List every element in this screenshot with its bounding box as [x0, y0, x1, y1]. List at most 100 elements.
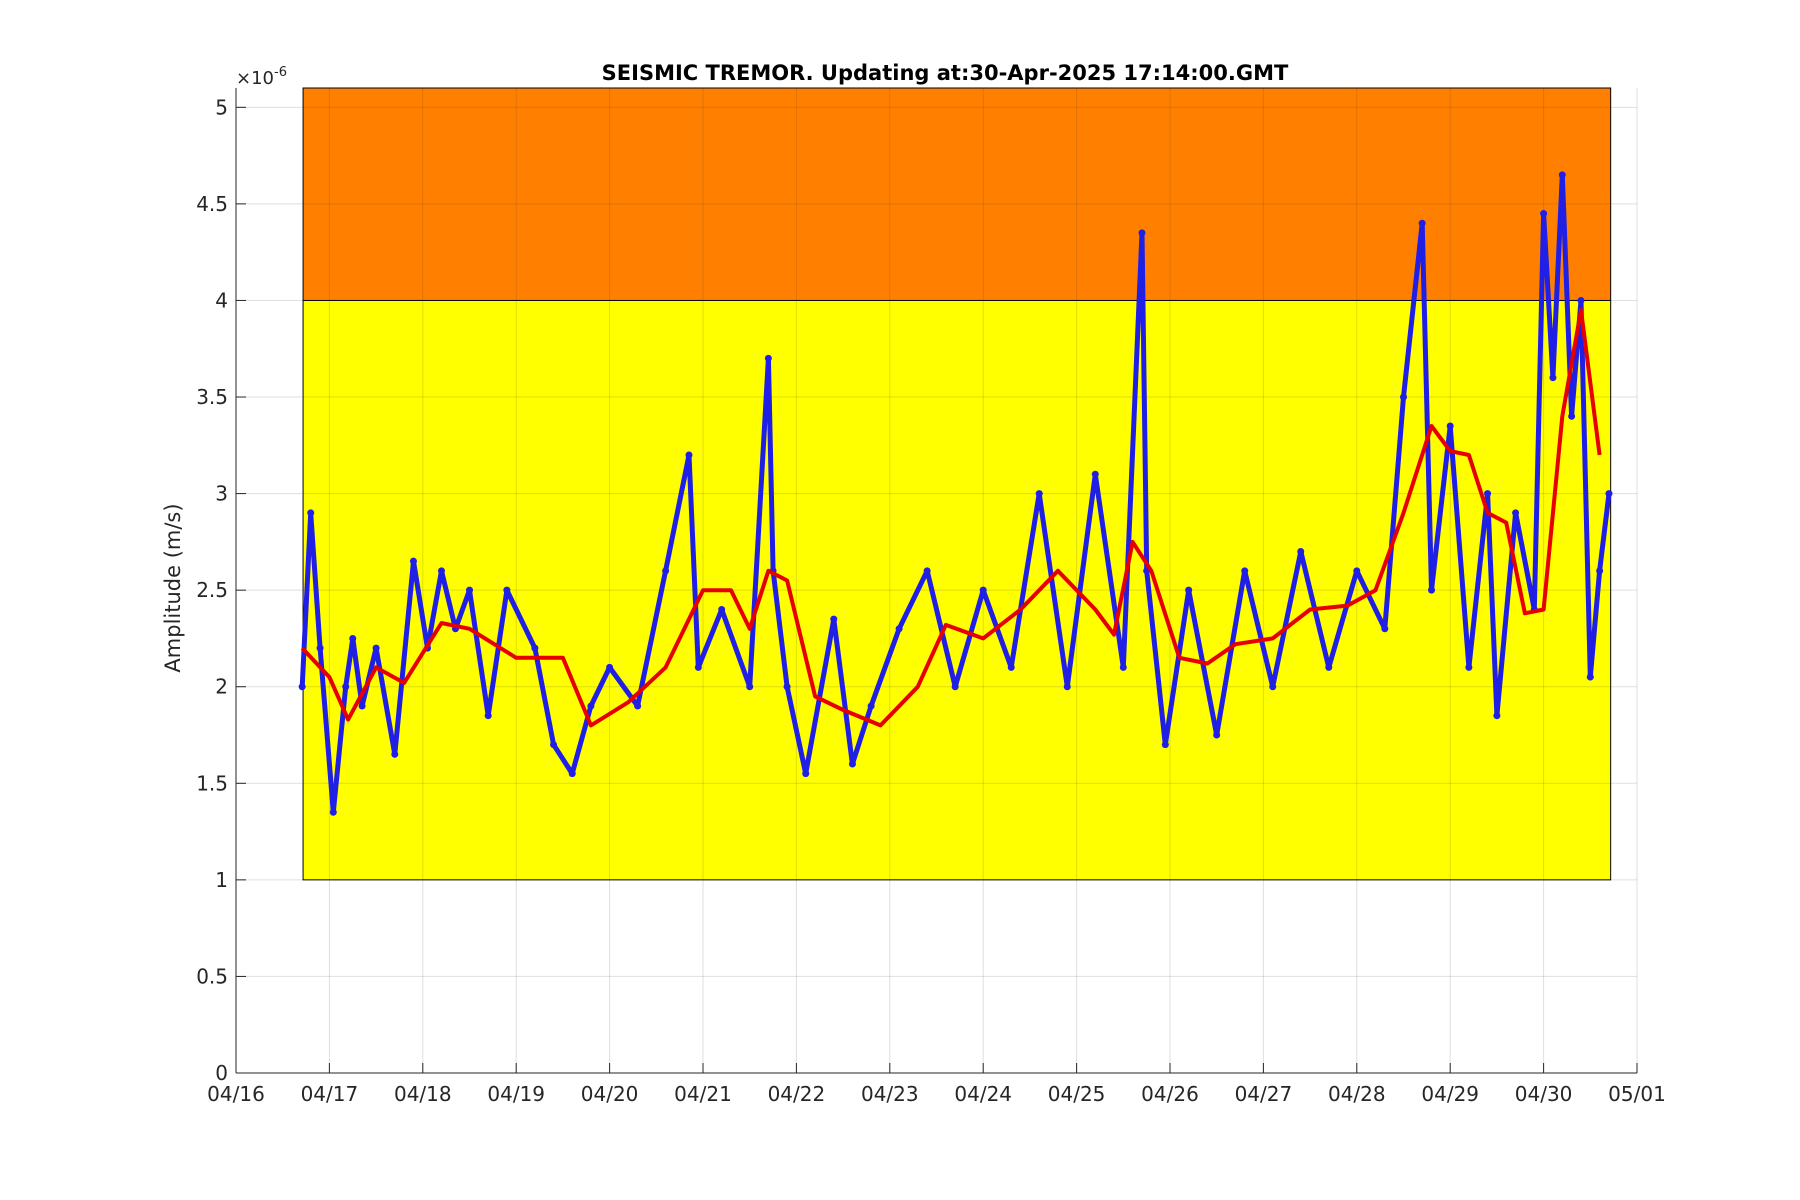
y-tick-label: 0 — [215, 1061, 228, 1085]
raw-amplitude-point — [662, 567, 670, 575]
raw-amplitude-point — [349, 634, 357, 642]
raw-amplitude-point — [1540, 210, 1548, 218]
raw-amplitude-point — [358, 702, 366, 710]
x-tick-label: 04/25 — [1048, 1082, 1106, 1106]
raw-amplitude-point — [1549, 374, 1557, 382]
raw-amplitude-point — [503, 586, 511, 594]
y-tick-label: 4 — [215, 288, 228, 312]
raw-amplitude-point — [329, 808, 337, 816]
raw-amplitude-point — [1297, 548, 1305, 556]
smoothed-amplitude-line — [300, 308, 1602, 728]
raw-amplitude-point — [1558, 171, 1566, 179]
raw-amplitude-point — [437, 567, 445, 575]
raw-amplitude-point — [342, 683, 350, 691]
band-yellow — [302, 299, 1612, 881]
raw-amplitude-point — [783, 683, 791, 691]
raw-amplitude-point — [802, 770, 810, 778]
raw-amplitude-point — [979, 586, 987, 594]
raw-amplitude-point — [895, 625, 903, 633]
raw-amplitude-point — [587, 702, 595, 710]
raw-amplitude-point — [1428, 586, 1436, 594]
x-tick-label: 05/01 — [1608, 1082, 1666, 1106]
raw-amplitude-point — [848, 760, 856, 768]
x-tick-label: 04/26 — [1141, 1082, 1199, 1106]
y-tick-label: 5 — [215, 95, 228, 119]
y-exponent-base: ×10 — [236, 68, 274, 89]
raw-amplitude-point — [1586, 673, 1594, 681]
raw-amplitude-point — [1484, 490, 1492, 498]
x-tick-label: 04/20 — [581, 1082, 639, 1106]
raw-amplitude-point — [550, 741, 558, 749]
raw-amplitude-point — [1325, 663, 1333, 671]
raw-amplitude-point — [634, 702, 642, 710]
raw-amplitude-point — [606, 663, 614, 671]
x-tick-label: 04/30 — [1515, 1082, 1573, 1106]
raw-amplitude-point — [1119, 663, 1127, 671]
band-orange — [302, 87, 1612, 301]
raw-amplitude-point — [466, 586, 473, 594]
y-tick-label: 2 — [215, 675, 228, 699]
y-tick-label: 3 — [215, 482, 228, 506]
y-tick-label: 1 — [215, 868, 228, 892]
raw-amplitude-point — [764, 354, 772, 362]
raw-amplitude-point — [1091, 470, 1099, 478]
x-tick-label: 04/28 — [1328, 1082, 1386, 1106]
raw-amplitude-point — [1213, 731, 1221, 739]
y-exponent-power: -6 — [274, 65, 287, 80]
x-tick-label: 04/27 — [1235, 1082, 1293, 1106]
raw-amplitude-point — [718, 605, 726, 613]
x-tick-label: 04/29 — [1421, 1082, 1479, 1106]
raw-amplitude-point — [1493, 712, 1501, 720]
raw-amplitude-point — [372, 644, 380, 652]
x-tick-label: 04/22 — [768, 1082, 826, 1106]
x-tick-label: 04/18 — [394, 1082, 452, 1106]
axes: 04/16 04/17 04/18 04/19 04/20 04/21 04/22 04/23… — [196, 88, 1666, 1106]
raw-amplitude-point — [1465, 663, 1473, 671]
y-tick-label: 0.5 — [196, 964, 228, 988]
raw-amplitude-point — [1185, 586, 1193, 594]
raw-amplitude-point — [568, 770, 576, 778]
raw-amplitude-point — [1568, 412, 1576, 420]
data-series — [298, 171, 1613, 816]
y-axis-label: Amplitude (m/s) — [161, 503, 185, 672]
raw-amplitude-point — [298, 683, 306, 691]
raw-amplitude-point — [923, 567, 931, 575]
raw-amplitude-point — [1007, 663, 1015, 671]
x-tick-label: 04/16 — [207, 1082, 265, 1106]
raw-amplitude-point — [1577, 296, 1585, 304]
raw-amplitude-point — [409, 557, 417, 565]
raw-amplitude-point — [531, 644, 539, 652]
x-tick-label: 04/17 — [301, 1082, 359, 1106]
chart-title: SEISMIC TREMOR. Updating at:30-Apr-2025 … — [602, 61, 1289, 85]
y-axis-exponent: ×10-6 — [236, 65, 287, 89]
raw-amplitude-point — [1596, 567, 1604, 575]
y-tick-label: 3.5 — [196, 385, 228, 409]
raw-amplitude-point — [1605, 490, 1613, 498]
x-tick-label: 04/21 — [674, 1082, 732, 1106]
raw-amplitude-point — [1241, 567, 1249, 575]
y-tick-label: 1.5 — [196, 771, 228, 795]
raw-amplitude-point — [1400, 393, 1407, 401]
raw-amplitude-point — [1446, 422, 1454, 430]
raw-amplitude-point — [830, 615, 838, 623]
raw-amplitude-point — [1161, 741, 1169, 749]
alert-bands — [302, 87, 1612, 881]
raw-amplitude-point — [1353, 567, 1361, 575]
raw-amplitude-point — [391, 750, 399, 758]
y-tick-label: 2.5 — [196, 578, 228, 602]
raw-amplitude-point — [746, 683, 754, 691]
raw-amplitude-point — [1269, 683, 1277, 691]
raw-amplitude-point — [1035, 490, 1043, 498]
x-tick-label: 04/19 — [487, 1082, 545, 1106]
raw-amplitude-point — [316, 644, 324, 652]
x-tick-label: 04/23 — [861, 1082, 919, 1106]
y-tick-label: 4.5 — [196, 192, 228, 216]
raw-amplitude-point — [484, 712, 492, 720]
raw-amplitude-point — [694, 663, 702, 671]
raw-amplitude-point — [867, 702, 875, 710]
raw-amplitude-point — [685, 451, 693, 459]
raw-amplitude-point — [1512, 509, 1520, 517]
x-tick-label: 04/24 — [954, 1082, 1012, 1106]
raw-amplitude-point — [1138, 229, 1146, 237]
